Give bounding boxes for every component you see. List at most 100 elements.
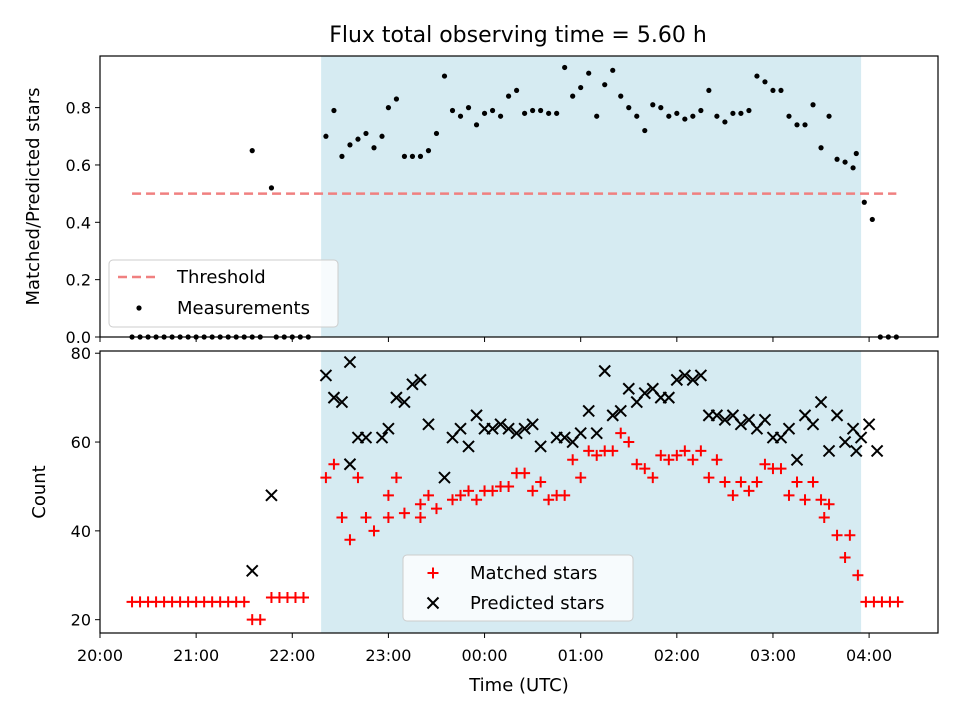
measurement-point	[323, 133, 329, 139]
matched-star-point	[751, 476, 763, 488]
measurement-point	[249, 148, 255, 154]
predicted-star-point	[582, 404, 595, 418]
measurement-point	[842, 159, 848, 165]
predicted-star-point	[574, 426, 587, 440]
predicted-star-point	[265, 489, 278, 502]
ratio-y-axis-label: Matched/Predicted stars	[23, 88, 44, 306]
matched-star-point	[414, 512, 426, 524]
y-tick-label: 0.8	[66, 99, 91, 118]
measurement-point	[634, 113, 640, 119]
measurement-point	[465, 105, 472, 111]
matched-star-point	[567, 454, 579, 466]
predicted-star-point	[694, 369, 708, 382]
observing-window-shade	[321, 56, 862, 337]
matched-star-point	[623, 436, 635, 448]
measurement-point	[489, 107, 496, 114]
measurement-point	[850, 165, 856, 171]
measurement-point	[449, 107, 456, 114]
measurement-point	[538, 107, 544, 114]
matched-star-point	[320, 472, 332, 484]
predicted-star-point	[606, 409, 619, 422]
matched-star-point	[719, 476, 731, 488]
matched-star-point	[703, 472, 715, 484]
predicted-star-point	[319, 369, 333, 382]
predicted-star-point	[327, 391, 341, 404]
matched-star-point	[818, 512, 830, 524]
measurement-point	[347, 142, 353, 148]
matched-star-point	[390, 472, 402, 484]
measurement-point	[770, 87, 776, 94]
measurement-point	[602, 82, 608, 88]
predicted-star-point	[359, 431, 373, 444]
matched-star-point	[382, 512, 394, 524]
count-panel: 20 40 60 80 20:00 21:00 22:00 23:00 00:00 01:00 0…	[29, 344, 939, 696]
matched-star-point	[791, 476, 803, 488]
legend-x-marker	[426, 596, 440, 610]
matched-star-point	[783, 489, 795, 501]
predicted-star-point	[622, 382, 635, 395]
predicted-star-point	[870, 444, 884, 458]
predicted-star-point	[454, 422, 467, 435]
matched-star-point	[615, 427, 627, 439]
ratio-panel: 0.00.20.40.60.8 Matched/Predicted stars …	[23, 55, 939, 347]
matched-star-point	[687, 454, 699, 466]
measurement-point	[363, 130, 369, 137]
matched-star-point	[455, 489, 467, 501]
ratio-plot-frame	[99, 55, 939, 338]
count-legend-box	[402, 554, 634, 622]
measurement-point	[642, 127, 648, 134]
y-tick-label: 0.6	[66, 156, 91, 175]
measurement-point	[869, 216, 875, 223]
matched-star-point	[414, 498, 426, 510]
measurement-point	[393, 96, 400, 102]
predicted-star-point	[382, 422, 395, 435]
matched-star-point	[344, 534, 356, 546]
predicted-star-point	[838, 435, 852, 449]
measurement-point	[738, 110, 744, 116]
measurement-point	[610, 67, 616, 73]
measurement-point	[802, 122, 808, 128]
predicted-star-point	[678, 369, 692, 382]
matched-star-point	[527, 485, 539, 497]
matched-star-point	[743, 485, 755, 497]
measurement-point	[810, 102, 816, 108]
x-tick-label: 20:00	[77, 646, 123, 665]
matched-star-point	[679, 445, 691, 457]
measurement-point	[385, 105, 392, 111]
measurement-point	[818, 145, 824, 151]
matched-star-point	[671, 449, 683, 461]
matched-star-point	[368, 525, 380, 537]
matched-star-point	[503, 480, 515, 492]
measurement-point	[794, 122, 800, 128]
predicted-star-point	[614, 404, 627, 418]
matched-star-point	[815, 494, 827, 506]
predicted-star-point	[734, 418, 748, 431]
matched-star-point	[297, 591, 309, 603]
matched-star-point	[631, 458, 643, 470]
ratio-marks	[129, 64, 899, 340]
predicted-star-point	[710, 409, 724, 422]
predicted-star-point	[462, 440, 475, 453]
predicted-star-point	[638, 386, 651, 400]
measurement-point	[570, 93, 576, 99]
y-tick-label: 0.4	[66, 213, 91, 232]
count-legend: Matched stars Predicted stars	[402, 554, 634, 622]
measurement-point	[730, 110, 736, 116]
matched-star-point	[759, 458, 771, 470]
predicted-star-point	[686, 373, 700, 387]
matched-star-point	[382, 489, 394, 501]
measurement-point	[861, 199, 867, 205]
x-axis-label: Time (UTC)	[468, 675, 569, 696]
matched-star-point	[591, 449, 603, 461]
matched-star-point	[336, 512, 348, 524]
predicted-star-point	[758, 413, 772, 427]
matched-star-point	[583, 445, 595, 457]
measurement-point	[754, 73, 760, 79]
predicted-star-point	[438, 471, 451, 484]
measurement-point	[706, 87, 712, 94]
predicted-star-point	[390, 391, 403, 404]
y-tick-label: 0.0	[66, 328, 91, 347]
measurement-point	[401, 153, 408, 159]
matched-star-point	[254, 614, 266, 626]
